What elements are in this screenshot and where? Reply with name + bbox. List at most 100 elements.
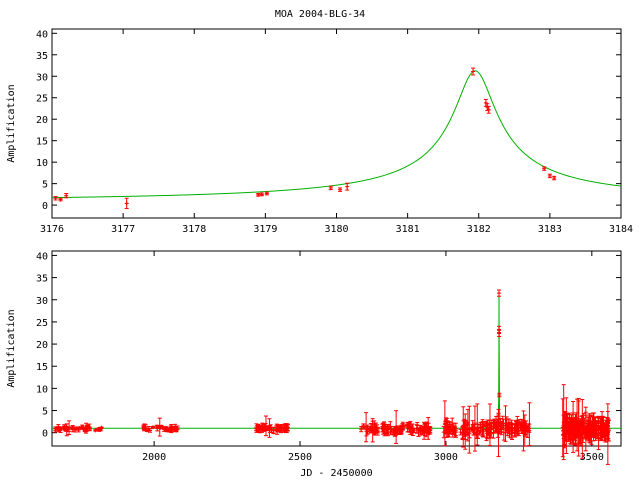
- data-point: [361, 423, 366, 429]
- data-point: [496, 412, 501, 418]
- data-point: [382, 421, 387, 430]
- data-point: [552, 175, 557, 181]
- data-point: [523, 422, 528, 436]
- y-tick-label: 20: [36, 115, 48, 126]
- data-point: [405, 421, 410, 433]
- data-point: [447, 429, 452, 438]
- x-tick-label: 3183: [538, 224, 562, 235]
- y-axis-label: Amplification: [6, 84, 17, 162]
- data-point: [542, 166, 547, 171]
- y-tick-label: 15: [36, 362, 48, 373]
- data-point: [392, 427, 397, 437]
- y-tick-label: 25: [36, 94, 48, 105]
- x-tick-label: 3500: [580, 452, 604, 463]
- data-point: [471, 67, 476, 76]
- data-point: [82, 428, 87, 433]
- y-tick-label: 30: [36, 72, 48, 83]
- data-point: [62, 425, 67, 430]
- data-point: [514, 421, 519, 429]
- data-point: [576, 423, 581, 431]
- data-point: [596, 417, 601, 429]
- data-point: [70, 425, 75, 430]
- data-point: [267, 425, 272, 433]
- data-point: [267, 418, 272, 438]
- data-point: [488, 422, 493, 436]
- y-tick-label: 0: [42, 429, 48, 440]
- model-curve: [52, 294, 621, 429]
- data-point: [372, 422, 377, 433]
- x-tick-label: 3181: [396, 224, 420, 235]
- plot-frame: [51, 28, 622, 219]
- y-tick-label: 35: [36, 274, 48, 285]
- data-point: [497, 289, 502, 297]
- data-point: [461, 420, 466, 431]
- data-point: [80, 425, 85, 430]
- data-point: [517, 419, 522, 428]
- data-point: [385, 425, 390, 435]
- x-tick-label: 3179: [253, 224, 277, 235]
- x-tick-label: 3180: [324, 224, 348, 235]
- top-panel-zoomed-light-curve: 0 5 10 15 20 25 30 35 40 3176 3177 3178 3179 3180 3181…: [6, 28, 633, 235]
- data-point: [260, 422, 265, 430]
- data-point: [508, 421, 513, 436]
- data-point: [603, 431, 608, 439]
- data-points: [53, 67, 557, 210]
- data-point: [338, 187, 343, 192]
- figure-title: MOA 2004-BLG-34: [275, 9, 365, 20]
- data-point: [465, 421, 470, 435]
- data-point: [483, 98, 488, 107]
- y-tick-label: 0: [42, 201, 48, 212]
- data-point: [500, 415, 505, 431]
- data-point: [480, 419, 485, 436]
- x-tick-label: 3184: [609, 224, 633, 235]
- data-point: [375, 426, 380, 434]
- plot-frame: [51, 250, 622, 447]
- y-tick-label: 10: [36, 158, 48, 169]
- data-point: [496, 418, 501, 424]
- data-point: [144, 428, 149, 433]
- data-point: [526, 425, 531, 432]
- data-point: [345, 182, 350, 191]
- data-point: [486, 105, 491, 114]
- data-point: [64, 193, 69, 199]
- data-point: [425, 423, 430, 434]
- data-point: [174, 428, 179, 433]
- data-point: [278, 424, 283, 429]
- data-point: [169, 426, 174, 434]
- data-point: [76, 427, 81, 433]
- data-point: [368, 423, 373, 434]
- data-point: [471, 429, 476, 436]
- data-point: [373, 426, 378, 431]
- data-point: [579, 423, 584, 446]
- data-point: [547, 173, 552, 179]
- data-point: [506, 426, 511, 435]
- y-tick-label: 40: [36, 29, 48, 40]
- x-axis-label: JD - 2450000: [300, 468, 372, 479]
- data-point: [600, 411, 605, 434]
- y-tick-label: 20: [36, 340, 48, 351]
- data-point: [592, 416, 597, 430]
- data-point: [93, 428, 98, 433]
- data-point: [450, 428, 455, 435]
- data-point: [58, 197, 63, 202]
- data-point: [157, 417, 162, 437]
- data-point: [141, 424, 146, 431]
- y-axis-label: Amplification: [6, 309, 17, 387]
- data-point: [124, 197, 129, 210]
- data-point: [415, 422, 420, 430]
- data-point: [254, 423, 259, 431]
- data-point: [496, 428, 501, 435]
- y-tick-label: 30: [36, 296, 48, 307]
- data-point: [98, 426, 103, 431]
- x-tick-label: 3176: [40, 224, 64, 235]
- bottom-panel-full-light-curve: 0 5 10 15 20 25 30 35 40 2000 2500 3000 3500 Amplific…: [6, 250, 622, 479]
- y-tick-label: 40: [36, 251, 48, 262]
- x-tick-label: 3182: [467, 224, 491, 235]
- y-tick-label: 35: [36, 51, 48, 62]
- y-tick-label: 10: [36, 384, 48, 395]
- data-point: [398, 426, 403, 434]
- data-point: [284, 424, 289, 432]
- y-tick-label: 25: [36, 318, 48, 329]
- model-curve: [52, 70, 622, 199]
